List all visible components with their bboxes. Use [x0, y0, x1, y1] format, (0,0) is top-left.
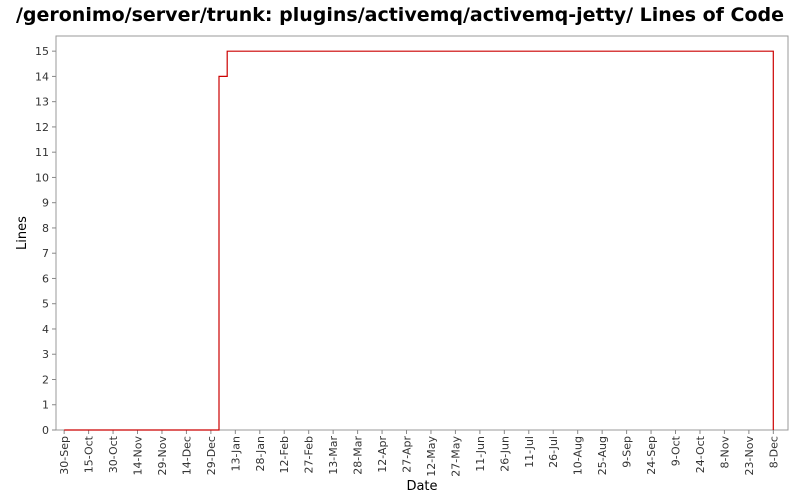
- x-tick-label: 11-Jun: [474, 436, 487, 472]
- y-tick-label: 7: [42, 247, 49, 260]
- x-tick-label: 9-Oct: [670, 435, 683, 466]
- y-tick-label: 6: [42, 272, 49, 285]
- y-tick-label: 3: [42, 348, 49, 361]
- x-tick-label: 13-Mar: [327, 436, 340, 475]
- y-tick-label: 12: [35, 121, 49, 134]
- y-tick-label: 9: [42, 197, 49, 210]
- x-tick-label: 27-Feb: [303, 436, 316, 473]
- x-tick-label: 27-May: [449, 436, 462, 477]
- x-tick-label: 29-Dec: [205, 436, 218, 475]
- chart-title: /geronimo/server/trunk: plugins/activemq…: [15, 4, 785, 26]
- x-axis: 30-Sep 15-Oct 30-Oct 14-Nov 29-Nov 14-Dec 29-D…: [58, 430, 780, 477]
- x-tick-label: 14-Dec: [180, 436, 193, 475]
- y-tick-label: 8: [42, 222, 49, 235]
- x-tick-label: 23-Nov: [743, 436, 756, 476]
- y-tick-label: 15: [35, 45, 49, 58]
- x-tick-label: 12-Apr: [376, 436, 389, 473]
- y-tick-label: 13: [35, 96, 49, 109]
- y-tick-label: 4: [42, 323, 49, 336]
- series-line-0: [64, 50, 774, 431]
- x-tick-label: 28-Jan: [254, 436, 267, 472]
- x-tick-label: 30-Oct: [107, 435, 120, 473]
- y-axis-label: Lines: [15, 216, 30, 250]
- plot-area: [55, 35, 789, 431]
- y-tick-label: 0: [42, 424, 49, 437]
- x-tick-label: 15-Oct: [83, 435, 96, 473]
- x-tick-label: 28-Mar: [352, 436, 365, 475]
- x-tick-label: 13-Jan: [229, 436, 242, 472]
- x-tick-label: 8-Dec: [767, 436, 780, 468]
- x-axis-label: Date: [406, 479, 437, 494]
- y-tick-label: 1: [42, 399, 49, 412]
- x-tick-label: 24-Sep: [645, 436, 658, 475]
- series-layer: [64, 50, 774, 431]
- x-tick-label: 26-Jun: [498, 436, 511, 472]
- x-tick-label: 29-Nov: [156, 436, 169, 476]
- x-tick-label: 10-Aug: [572, 436, 585, 475]
- x-tick-label: 25-Aug: [596, 436, 609, 475]
- x-tick-label: 12-Feb: [278, 436, 291, 473]
- x-tick-label: 9-Sep: [621, 436, 634, 468]
- x-tick-label: 27-Apr: [401, 436, 414, 473]
- x-tick-label: 11-Jul: [523, 436, 536, 468]
- y-tick-label: 2: [42, 373, 49, 386]
- y-tick-label: 5: [42, 298, 49, 311]
- y-tick-label: 14: [35, 70, 49, 83]
- x-tick-label: 8-Nov: [718, 436, 731, 469]
- x-tick-label: 12-May: [425, 436, 438, 477]
- x-tick-label: 26-Jul: [547, 436, 560, 468]
- x-tick-label: 24-Oct: [694, 435, 707, 473]
- y-tick-label: 11: [35, 146, 49, 159]
- x-tick-label: 14-Nov: [132, 436, 145, 476]
- y-tick-label: 10: [35, 171, 49, 184]
- x-tick-label: 30-Sep: [58, 436, 71, 475]
